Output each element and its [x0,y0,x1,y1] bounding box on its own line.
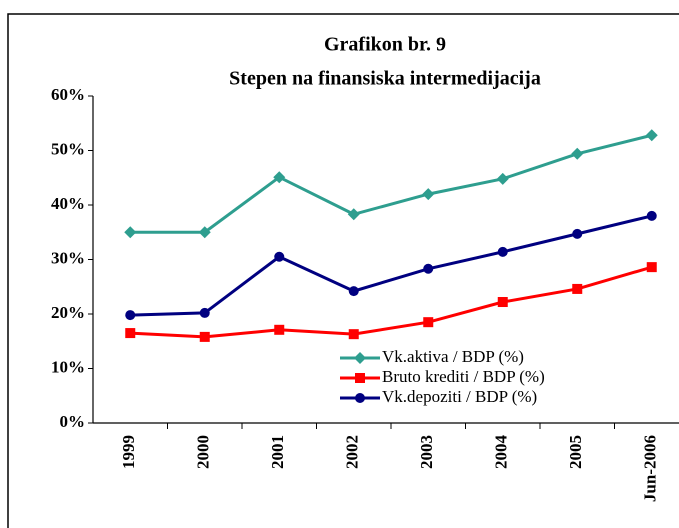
marker [645,129,658,142]
y-tick-label: 50% [51,139,85,158]
marker [274,251,285,262]
marker [125,328,136,339]
chart-title: Grafikon br. 9 [324,34,446,56]
marker [354,352,366,364]
x-tick-label: 2001 [268,435,287,469]
x-tick-label: 2005 [566,435,585,469]
marker [497,246,508,257]
marker [646,262,657,273]
marker [423,317,434,328]
y-tick-label: 20% [51,303,85,322]
marker [274,324,285,335]
marker [422,188,435,201]
marker [348,329,359,340]
x-tick-label: 2000 [194,435,213,469]
y-tick-label: 40% [51,194,85,213]
legend-label: Vk.depoziti / BDP (%) [382,387,537,406]
marker [572,228,583,239]
chart-subtitle: Stepen na finansiska intermedijacija [229,68,541,90]
legend-label: Bruto krediti / BDP (%) [382,367,545,386]
series-line [130,214,653,317]
x-tick-label: Jun-2006 [641,435,660,502]
y-tick-label: 10% [51,357,85,376]
marker [273,171,286,184]
series-line [130,133,653,234]
marker [199,307,210,318]
marker [423,263,434,274]
marker [348,286,359,297]
series-line [130,265,653,339]
marker [355,373,365,383]
x-tick-label: 1999 [119,435,138,469]
y-tick-label: 0% [60,412,86,431]
y-tick-label: 30% [51,248,85,267]
marker [355,393,365,403]
y-tick-label: 60% [51,85,85,104]
marker [124,226,137,239]
marker [572,283,583,294]
marker [347,208,360,221]
marker [646,210,657,221]
x-tick-label: 2002 [343,435,362,469]
marker [199,331,210,342]
legend-label: Vk.aktiva / BDP (%) [382,347,524,366]
marker [198,226,211,239]
marker [571,147,584,160]
marker [497,297,508,308]
chart-frame [7,13,679,528]
marker [496,172,509,185]
marker [125,310,136,321]
x-tick-label: 2004 [492,435,511,470]
x-tick-label: 2003 [417,435,436,469]
